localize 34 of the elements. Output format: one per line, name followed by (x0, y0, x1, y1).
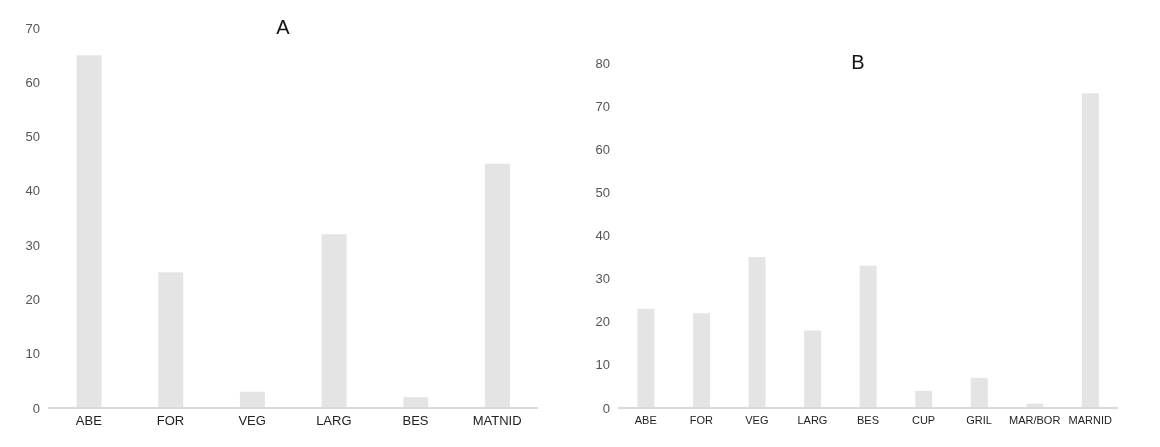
y-tick-label: 70 (25, 20, 40, 36)
y-tick-label: 0 (32, 400, 40, 416)
x-tick-label: FOR (689, 413, 713, 426)
x-tick-label: FOR (156, 413, 185, 429)
y-tick-label: 60 (25, 74, 40, 90)
x-tick-label: LARG (316, 413, 352, 429)
x-tick-label: VEG (238, 413, 266, 429)
x-tick-label: ABE (75, 413, 103, 429)
y-tick-label: 50 (25, 129, 40, 145)
x-tick-label: VEG (745, 413, 769, 426)
y-tick-label: 30 (25, 237, 40, 253)
y-tick-label: 10 (25, 346, 40, 362)
y-tick-label: 20 (25, 292, 40, 308)
y-tick-label: 10 (595, 357, 610, 373)
x-tick-label: BES (856, 413, 880, 426)
y-tick-label: 0 (602, 400, 610, 416)
y-tick-label: 20 (595, 314, 610, 330)
x-tick-label: MATNID (472, 413, 522, 429)
y-tick-label: 40 (595, 228, 610, 244)
y-tick-label: 40 (25, 183, 40, 199)
y-tick-label: 50 (595, 184, 610, 200)
x-tick-label: MAR/BOR (1008, 413, 1061, 426)
y-tick-label: 80 (595, 55, 610, 71)
x-tick-label: MARNID (1068, 413, 1112, 426)
x-tick-label: LARG (797, 413, 828, 426)
y-tick-label: 70 (595, 98, 610, 114)
x-tick-label: BES (402, 413, 429, 429)
chart-title: B (851, 51, 865, 73)
x-tick-label: CUP (911, 413, 936, 426)
x-tick-label: GRIL (966, 413, 992, 426)
y-tick-label: 30 (595, 271, 610, 287)
x-tick-label: ABE (634, 413, 657, 426)
chart-title: A (276, 16, 290, 38)
y-tick-label: 60 (595, 141, 610, 157)
